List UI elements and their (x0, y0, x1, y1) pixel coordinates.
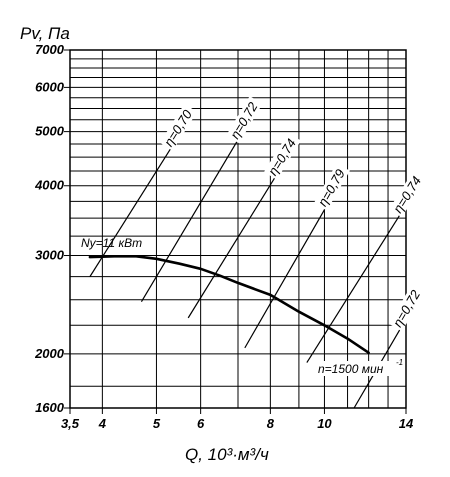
x-tick-label: 5 (153, 416, 161, 431)
efficiency-label-bg (226, 96, 263, 144)
y-tick-label: 6000 (35, 79, 65, 94)
performance-curve (88, 254, 370, 355)
efficiency-label-bg (388, 284, 426, 332)
speed-annotation-exponent: -1 (396, 358, 403, 367)
x-tick-label: 10 (317, 416, 332, 431)
speed-annotation: n=1500 мин -1 (316, 358, 403, 376)
efficiency-label-bg (313, 163, 350, 211)
y-tick-label: 7000 (35, 42, 65, 57)
y-tick-label: 4000 (34, 178, 65, 193)
plot-frame (69, 49, 407, 409)
efficiency-line (306, 207, 405, 363)
y-tick-label: 3000 (35, 248, 65, 263)
x-tick-label: 6 (197, 416, 205, 431)
y-tick-label: 1600 (35, 400, 65, 415)
efficiency-label-bg (159, 103, 198, 151)
x-tick-label: 4 (98, 416, 107, 431)
x-tick-label: 8 (267, 416, 275, 431)
x-tick-label: 14 (399, 416, 414, 431)
efficiency-label: η=0,79 (315, 167, 348, 209)
efficiency-label: η=0,74 (390, 174, 424, 216)
speed-annotation-bg (316, 361, 402, 376)
efficiency-label-bg (389, 170, 427, 218)
performance-curve-group (88, 254, 370, 355)
efficiency-line (187, 170, 280, 319)
efficiency-line (89, 141, 176, 277)
efficiency-line (140, 133, 242, 303)
y-tick-label: 2000 (34, 346, 65, 361)
speed-annotation-text: n=1500 мин (318, 362, 384, 376)
efficiency-label: η=0,70 (161, 107, 195, 150)
x-axis-title: Q, 10³·м³/ч (185, 445, 269, 464)
y-axis-title: Pv, Па (20, 24, 70, 43)
x-tick-label: 3,5 (61, 416, 80, 431)
y-tick-label: 5000 (35, 124, 65, 139)
efficiency-label-bg (264, 132, 301, 180)
efficiency-line (244, 201, 330, 349)
power-annotation: Ny=11 кВт (81, 236, 142, 250)
tick-labels: 1600 2000 3000 4000 5000 6000 7000 3,5 4 5 6 8 10 14 (34, 42, 414, 431)
